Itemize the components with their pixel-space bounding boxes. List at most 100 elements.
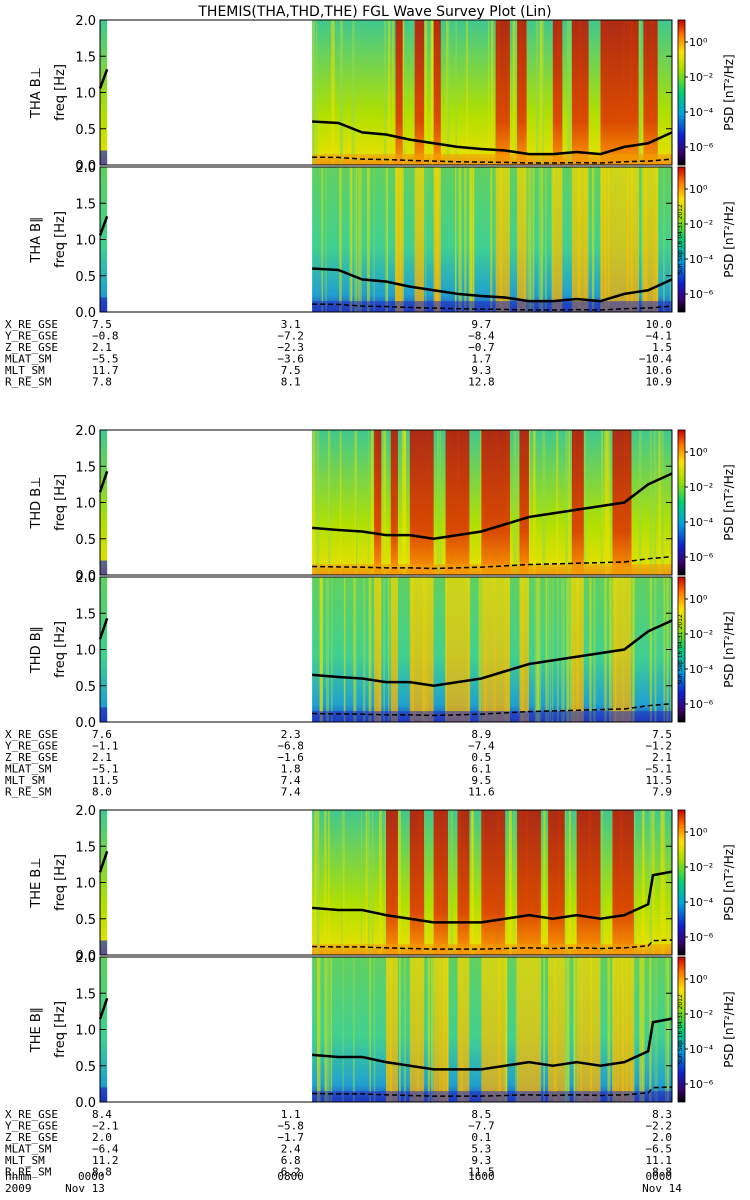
colorbar-tick-label: 10⁻⁶ — [689, 931, 714, 944]
noise-streak — [387, 20, 391, 165]
cyclotron-line — [312, 870, 673, 924]
ephemeris-name: Y_RE_GSE — [5, 1120, 58, 1133]
ephemeris-value: 8.5 — [471, 1108, 491, 1121]
intense-band — [552, 167, 563, 312]
spectrogram-panel: 2.0 1.5 1.0 0.5 0.0 freq [Hz] THA B∥ 10⁰ 10⁻² 10⁻… — [29, 161, 736, 321]
noise-streak — [319, 577, 323, 722]
intense-band — [548, 957, 565, 1102]
ephemeris-name: Z_RE_GSE — [5, 341, 58, 354]
colorbar-tick-label: 10⁰ — [689, 36, 708, 49]
noise-streak — [319, 957, 321, 1102]
intense-band — [517, 957, 541, 1102]
intense-band — [409, 957, 425, 1102]
ephemeris-value: −8.4 — [468, 330, 495, 343]
intense-band — [409, 430, 434, 575]
ephemeris-value: 0.1 — [471, 1131, 491, 1144]
ephemeris-value: −7.7 — [468, 1120, 495, 1133]
noise-streak — [315, 20, 318, 165]
probe-groups: 2.0 1.5 1.0 0.5 0.0 freq [Hz] THA B⊥ 10⁰ 10⁻² 10⁻… — [5, 14, 736, 1179]
freq-tick-label: 2.0 — [75, 161, 96, 176]
intense-band — [571, 430, 584, 575]
noise-streak — [466, 20, 468, 165]
colorbar-label: PSD [nT²/Hz] — [722, 464, 736, 540]
spectrogram-panel: 2.0 1.5 1.0 0.5 0.0 freq [Hz] THE B⊥ 10⁰ 10⁻² 10⁻… — [29, 804, 736, 964]
noise-streak — [561, 577, 564, 722]
noise-streak — [383, 577, 385, 722]
colorbar-tick-label: 10⁰ — [689, 973, 708, 986]
noise-streak — [565, 430, 568, 575]
freq-tick-label: 1.0 — [75, 87, 96, 102]
noise-streak — [431, 20, 433, 165]
noise-streak — [317, 957, 321, 1102]
noise-streak — [344, 577, 346, 722]
harmonic-line — [312, 1086, 673, 1097]
early-low-freq-floor — [100, 560, 108, 575]
intense-band — [390, 577, 398, 722]
cyclotron-line — [312, 619, 673, 688]
noise-streak — [398, 957, 401, 1102]
ephemeris-value: 7.4 — [281, 786, 301, 799]
freq-tick-label: 1.5 — [75, 840, 96, 855]
noise-streak — [543, 430, 546, 575]
intense-band — [481, 810, 506, 955]
noise-streak — [556, 430, 559, 575]
noise-streak — [343, 810, 345, 955]
time-tick-label: 1600 — [468, 1170, 495, 1183]
noise-streak — [513, 810, 515, 955]
low-freq-floor — [312, 564, 672, 575]
colorbar-tick-label: 10⁻⁴ — [689, 106, 714, 119]
early-cyclotron-line — [98, 470, 109, 493]
ephemeris-value: 11.6 — [468, 786, 495, 799]
noise-streak — [564, 957, 568, 1102]
noise-streak — [328, 430, 331, 575]
freq-tick-label: 1.5 — [75, 460, 96, 475]
intense-band — [386, 957, 398, 1102]
noise-streak — [527, 167, 529, 312]
ephemeris-value: −1.1 — [92, 740, 119, 753]
ephemeris-value: −10.4 — [639, 353, 672, 366]
panel-label: THA B⊥ — [29, 67, 44, 119]
intense-band — [517, 20, 527, 165]
noise-streak — [479, 577, 481, 722]
noise-streak — [649, 957, 652, 1102]
ephemeris-value: 8.0 — [92, 786, 112, 799]
colorbar-label: PSD [nT²/Hz] — [722, 54, 736, 130]
noise-streak — [605, 430, 608, 575]
ephemeris-value: 5.3 — [471, 1143, 491, 1156]
ephemeris-table: X_RE_GSE 7.5 3.1 9.7 10.0 Y_RE_GSE −0.8 −7.2 −8.… — [5, 318, 672, 389]
noise-streak — [353, 577, 356, 722]
colorbar-tick-label: 10⁻⁴ — [689, 896, 714, 909]
noise-streak — [652, 810, 655, 955]
intense-band — [643, 20, 658, 165]
ephemeris-name: MLAT_SM — [5, 1143, 52, 1156]
ephemeris-name: MLAT_SM — [5, 353, 52, 366]
noise-streak — [340, 20, 344, 165]
ephemeris-value: 1.8 — [281, 763, 301, 776]
noise-streak — [341, 810, 343, 955]
ephemeris-value: 2.3 — [281, 728, 301, 741]
early-low-freq-floor — [100, 707, 108, 722]
panel-label: THD B⊥ — [29, 476, 44, 529]
noise-streak — [660, 810, 664, 955]
noise-streak — [532, 167, 535, 312]
freq-tick-label: 2.0 — [75, 571, 96, 586]
colorbar-tick-label: 10⁻⁶ — [689, 1078, 714, 1091]
noise-streak — [354, 167, 357, 312]
ephemeris-value: 8.1 — [281, 376, 301, 389]
noise-streak — [568, 810, 572, 955]
noise-streak — [355, 577, 357, 722]
ephemeris-value: −2.3 — [277, 341, 304, 354]
noise-streak — [471, 167, 475, 312]
ephemeris-value: −4.1 — [646, 330, 673, 343]
noise-streak — [600, 810, 604, 955]
ephemeris-value: 7.6 — [92, 728, 112, 741]
intense-band — [517, 810, 541, 955]
noise-streak — [468, 577, 471, 722]
cyclotron-line — [312, 267, 673, 303]
noise-streak — [469, 167, 472, 312]
noise-streak — [403, 957, 407, 1102]
freq-tick-label: 1.5 — [75, 197, 96, 212]
noise-streak — [351, 20, 355, 165]
ephemeris-name: X_RE_GSE — [5, 318, 58, 331]
